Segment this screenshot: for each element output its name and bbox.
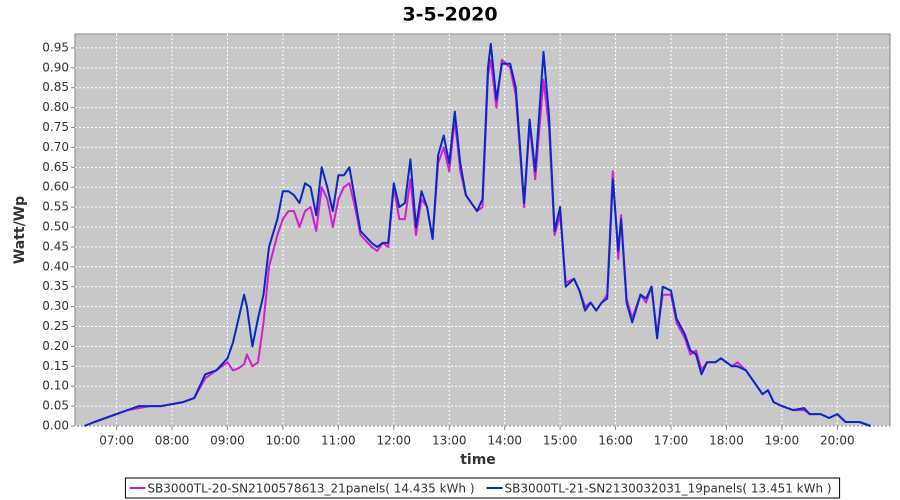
y-tick-label: 0.40: [42, 259, 69, 273]
y-tick-label: 0.90: [42, 60, 69, 74]
x-tick-label: 10:00: [266, 434, 301, 448]
x-tick-label: 07:00: [99, 434, 134, 448]
y-tick-label: 0.00: [42, 419, 69, 433]
legend: SB3000TL-20-SN2100578613_21panels( 14.43…: [124, 477, 841, 499]
x-tick-label: 08:00: [155, 434, 190, 448]
y-tick-label: 0.70: [42, 140, 69, 154]
y-tick-label: 0.10: [42, 379, 69, 393]
legend-box: [124, 477, 841, 499]
y-tick-label: 0.50: [42, 220, 69, 234]
x-tick-label: 19:00: [765, 434, 800, 448]
x-axis-label: time: [460, 452, 496, 468]
x-tick-label: 17:00: [654, 434, 689, 448]
y-tick-label: 0.85: [42, 80, 69, 94]
x-tick-label: 12:00: [376, 434, 411, 448]
y-tick-label: 0.05: [42, 399, 69, 413]
y-tick-label: 0.35: [42, 279, 69, 293]
x-tick-label: 20:00: [820, 434, 855, 448]
x-tick-label: 16:00: [598, 434, 633, 448]
y-tick-label: 0.30: [42, 299, 69, 313]
chart-title: 3-5-2020: [402, 4, 497, 26]
x-tick-label: 18:00: [709, 434, 744, 448]
legend-label: SB3000TL-21-SN2130032031_19panels( 13.45…: [505, 482, 832, 496]
y-tick-label: 0.55: [42, 200, 69, 214]
x-tick-label: 09:00: [210, 434, 245, 448]
legend-label: SB3000TL-20-SN2100578613_21panels( 14.43…: [147, 482, 474, 496]
x-tick-label: 11:00: [321, 434, 356, 448]
x-tick-label: 15:00: [543, 434, 578, 448]
y-tick-label: 0.75: [42, 120, 69, 134]
y-tick-label: 0.65: [42, 160, 69, 174]
y-tick-label: 0.20: [42, 339, 69, 353]
y-tick-label: 0.45: [42, 239, 69, 253]
y-tick-label: 0.60: [42, 180, 69, 194]
x-tick-label: 13:00: [432, 434, 467, 448]
y-tick-label: 0.25: [42, 319, 69, 333]
y-tick-label: 0.15: [42, 359, 69, 373]
y-tick-label: 0.80: [42, 100, 69, 114]
x-tick-label: 14:00: [487, 434, 522, 448]
series-line: [84, 42, 871, 427]
y-tick-label: 0.95: [42, 40, 69, 54]
plot-area: [74, 33, 891, 427]
y-axis-label: Watt/Wp: [12, 196, 28, 264]
